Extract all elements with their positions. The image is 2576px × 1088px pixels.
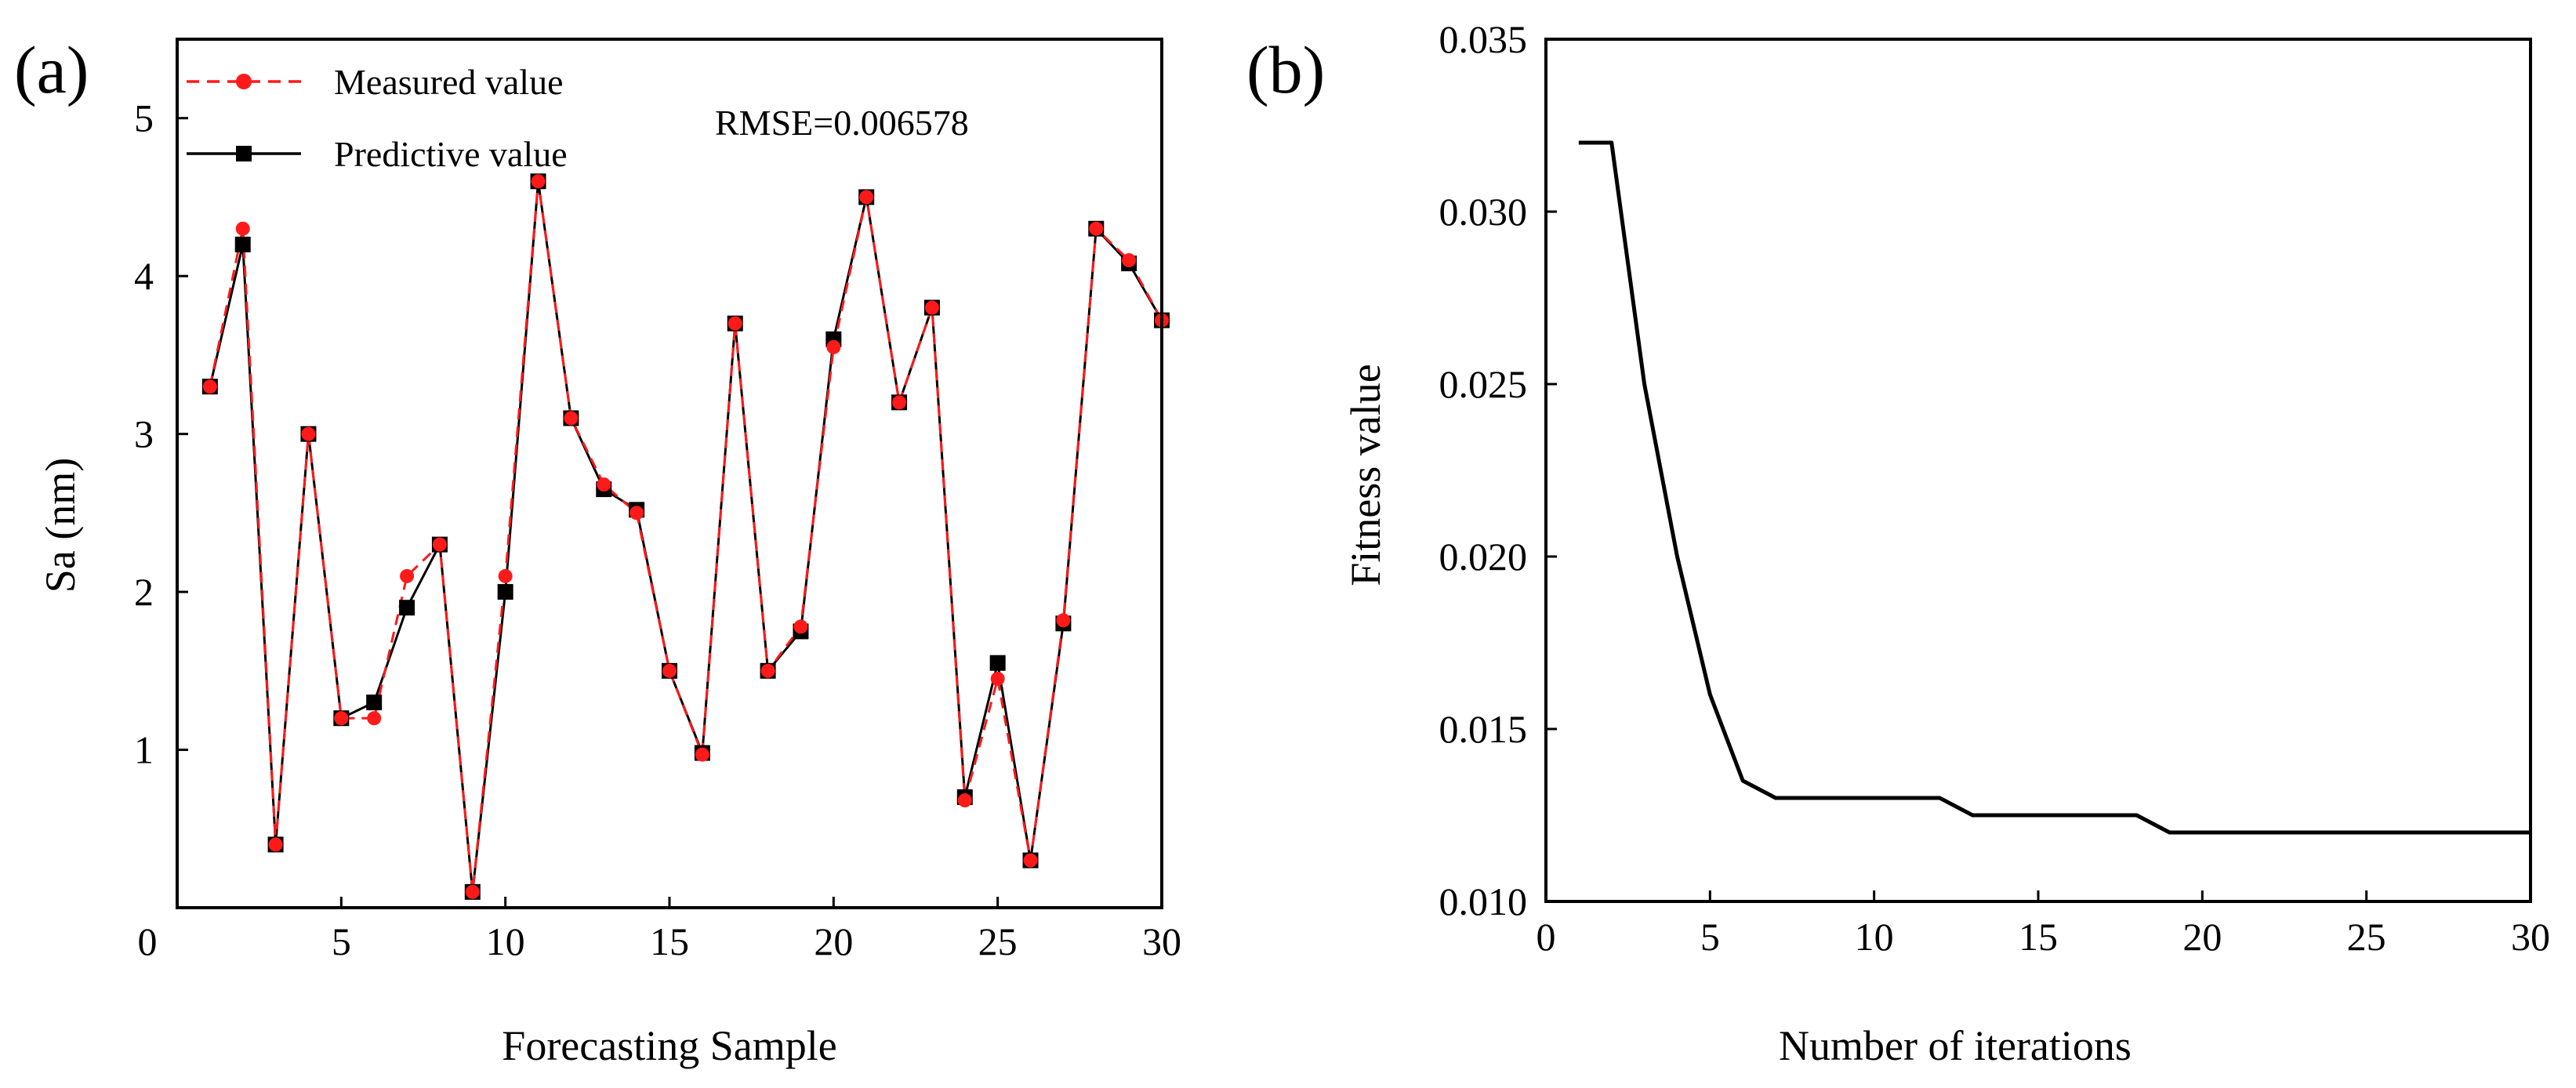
measured-point <box>924 300 939 315</box>
panel-a-chart: (a) Sa (nm) Forecasting Sample RMSE=0.00… <box>14 32 1181 1069</box>
panel-a-origin-label: 0 <box>138 919 158 963</box>
measured-point <box>334 711 349 726</box>
measured-point <box>1023 853 1038 868</box>
panel-a-frame <box>176 38 1163 909</box>
panel-b-ytick-label: 0.010 <box>1439 879 1528 923</box>
panel-b-xtick-label: 15 <box>2019 915 2058 959</box>
panel-b-ticks: 0 5 10 15 20 25 30 0.010 0.015 0.020 0.025 0.030 0.0… <box>1439 17 2551 959</box>
panel-a-xtick-label: 5 <box>332 919 351 963</box>
measured-point <box>1089 221 1104 236</box>
panel-a-ylabel: Sa (nm) <box>37 458 84 593</box>
predictive-point <box>366 695 383 711</box>
measured-point <box>564 411 579 426</box>
predictive-point <box>399 600 415 616</box>
measured-point <box>859 190 874 205</box>
panel-b-xtick-label: 30 <box>2511 915 2550 959</box>
measured-point <box>990 671 1005 686</box>
panel-a-xtick-label: 30 <box>1142 919 1181 963</box>
panel-b-xtick-label: 25 <box>2347 915 2386 959</box>
panel-b-ytick-label: 0.015 <box>1439 707 1528 751</box>
measured-point <box>268 837 283 852</box>
panel-b-xtick-label: 0 <box>1537 915 1556 959</box>
legend-predictive-label: Predictive value <box>334 134 568 174</box>
measured-point <box>662 663 677 678</box>
panel-a-label: (a) <box>14 32 89 107</box>
measured-point <box>531 174 546 189</box>
panel-a-rmse-annotation: RMSE=0.006578 <box>715 103 969 143</box>
panel-b-ytick-label: 0.035 <box>1439 17 1528 61</box>
panel-b-ytick-label: 0.020 <box>1439 535 1528 578</box>
panel-b-label: (b) <box>1246 32 1325 107</box>
predictive-point <box>989 655 1006 671</box>
panel-a-ytick-label: 5 <box>134 96 154 140</box>
panel-b-ytick-label: 0.030 <box>1439 190 1528 234</box>
panel-b-ytick-label: 0.025 <box>1439 362 1528 406</box>
measured-point <box>432 537 447 552</box>
panel-a-xtick-label: 20 <box>814 919 853 963</box>
panel-b-xtick-label: 10 <box>1855 915 1894 959</box>
measured-point <box>695 747 709 762</box>
predictive-point <box>234 236 251 252</box>
measured-point <box>597 477 611 492</box>
legend-measured-label: Measured value <box>334 62 564 102</box>
measured-point <box>1056 613 1071 628</box>
panel-a-series <box>201 173 1170 900</box>
panel-b-frame <box>1544 38 2532 903</box>
measured-point <box>235 221 250 236</box>
panel-a-ytick-label: 1 <box>134 728 154 772</box>
panel-a-xlabel: Forecasting Sample <box>502 1022 836 1069</box>
measured-point <box>727 316 742 331</box>
panel-b-xlabel: Number of iterations <box>1779 1022 2132 1069</box>
panel-a-ytick-label: 4 <box>134 254 154 298</box>
legend-measured-marker <box>236 74 252 89</box>
measured-point <box>1122 253 1137 268</box>
panel-a-xtick-label: 10 <box>486 919 525 963</box>
panel-b-ylabel: Fitness value <box>1342 364 1389 586</box>
panel-b-series <box>1578 140 2531 835</box>
measured-point <box>301 426 316 441</box>
measured-point <box>793 619 808 634</box>
panel-a-legend: Measured value Predictive value <box>187 62 568 174</box>
panel-a-xtick-label: 15 <box>650 919 689 963</box>
panel-b-xtick-label: 20 <box>2182 915 2222 959</box>
predictive-series-line <box>209 181 1163 893</box>
panel-b-xtick-label: 5 <box>1700 915 1720 959</box>
panel-a-xtick-label: 25 <box>978 919 1018 963</box>
measured-point <box>498 568 513 583</box>
panel-a-ticks: 5 10 15 20 25 30 0 1 2 3 4 5 <box>134 96 1181 963</box>
measured-point <box>760 663 775 678</box>
panel-a-ytick-label: 2 <box>134 570 154 614</box>
measured-point <box>826 339 841 354</box>
measured-point <box>957 793 972 808</box>
predictive-point <box>497 584 513 600</box>
panel-b-chart: (b) Fitness value Number of iterations 0… <box>1246 17 2550 1069</box>
fitness-series-line <box>1578 140 2531 835</box>
measured-point <box>202 379 217 394</box>
measured-point <box>367 711 382 726</box>
measured-point <box>400 568 415 583</box>
measured-point <box>892 395 907 410</box>
legend-predictive-marker <box>236 146 252 161</box>
measured-point <box>629 506 644 520</box>
measured-point <box>465 884 480 899</box>
panel-a-ytick-label: 3 <box>134 412 154 456</box>
